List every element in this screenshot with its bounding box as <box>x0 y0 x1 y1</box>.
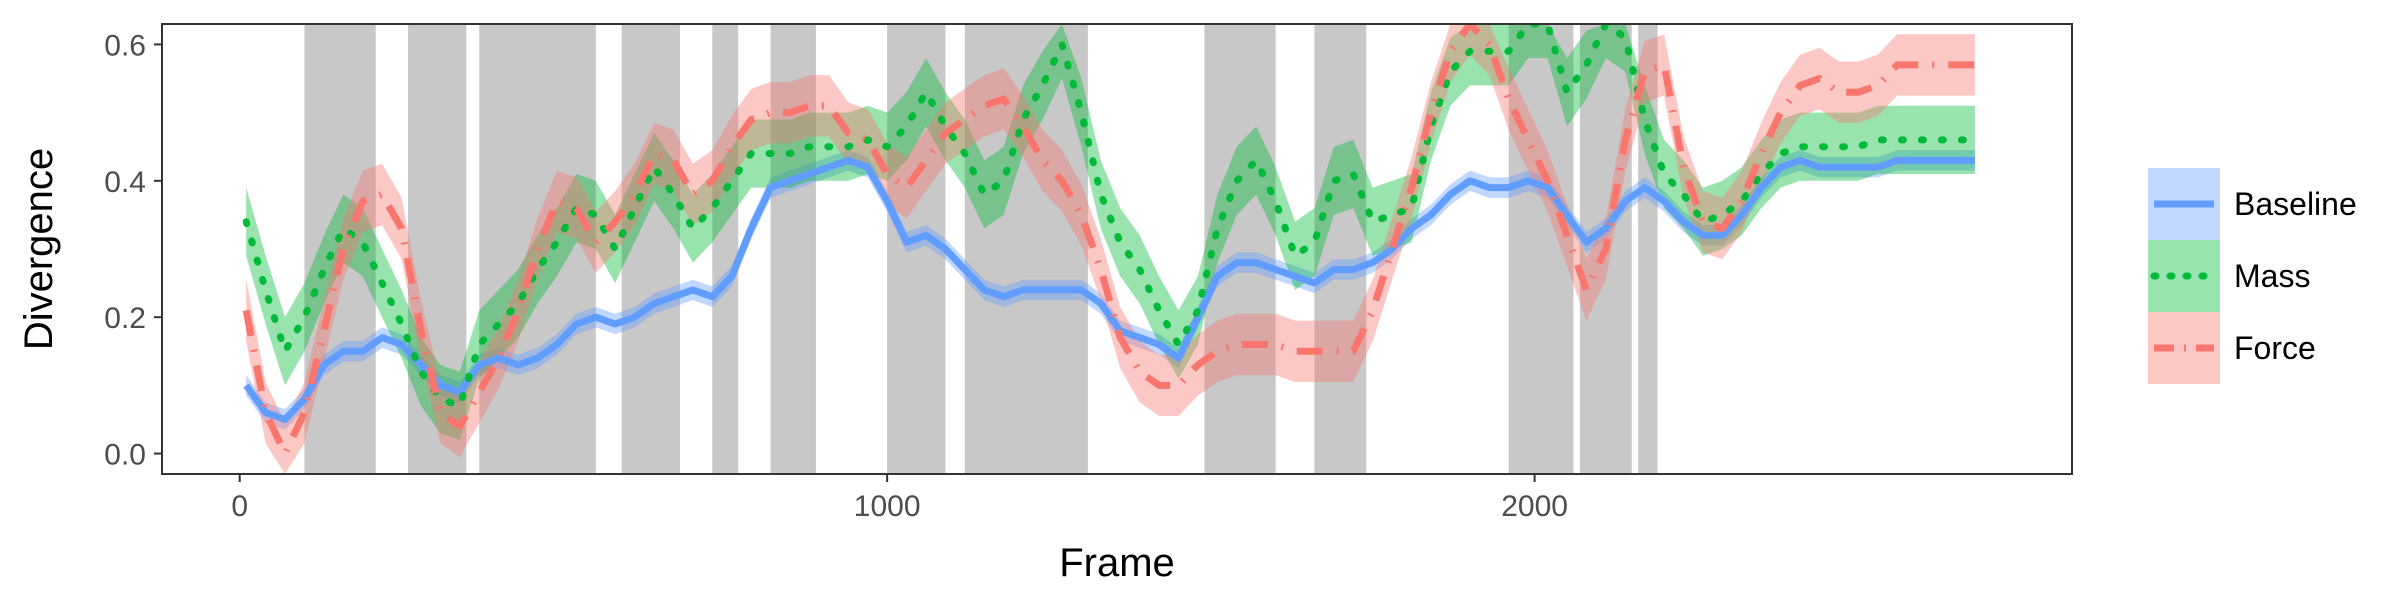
plot-panel-border <box>161 23 2073 475</box>
legend-label-baseline: Baseline <box>2234 186 2357 222</box>
shaded-interval <box>964 24 1088 474</box>
y-axis-title: Divergence <box>17 148 61 350</box>
y-tick-label: 0.2 <box>104 302 146 335</box>
y-axis: 0.0 0.2 0.4 0.6 <box>104 29 162 472</box>
legend-label-force: Force <box>2234 330 2316 366</box>
shaded-interval <box>408 24 467 474</box>
shaded-interval <box>1638 24 1658 474</box>
y-tick-label: 0.4 <box>104 166 146 199</box>
legend-label-mass: Mass <box>2234 258 2310 294</box>
confidence-bands <box>246 24 1975 474</box>
shaded-intervals <box>304 24 1658 474</box>
mass-line <box>242 24 1979 410</box>
shaded-interval <box>770 24 816 474</box>
shaded-interval <box>1204 24 1276 474</box>
y-tick-label: 0.6 <box>104 29 146 62</box>
mass-confidence-band <box>246 24 1975 440</box>
shaded-interval <box>887 24 946 474</box>
shaded-interval <box>1314 24 1367 474</box>
y-tick-label: 0.0 <box>104 439 146 472</box>
series-lines <box>242 24 1979 457</box>
legend-item-force: Force <box>2148 312 2316 384</box>
x-tick-label: 0 <box>231 490 248 523</box>
shaded-interval <box>621 24 680 474</box>
x-axis-title: Frame <box>1059 541 1175 585</box>
x-tick-label: 1000 <box>854 490 921 523</box>
x-tick-label: 2000 <box>1501 490 1568 523</box>
x-axis: 0 1000 2000 <box>231 474 1568 523</box>
legend: Baseline Mass Force <box>2148 168 2357 384</box>
force-confidence-band <box>246 24 1975 474</box>
shaded-interval <box>712 24 739 474</box>
shaded-interval <box>1508 24 1574 474</box>
baseline-line <box>243 156 1975 423</box>
legend-item-baseline: Baseline <box>2148 168 2357 240</box>
legend-item-mass: Mass <box>2148 240 2310 312</box>
